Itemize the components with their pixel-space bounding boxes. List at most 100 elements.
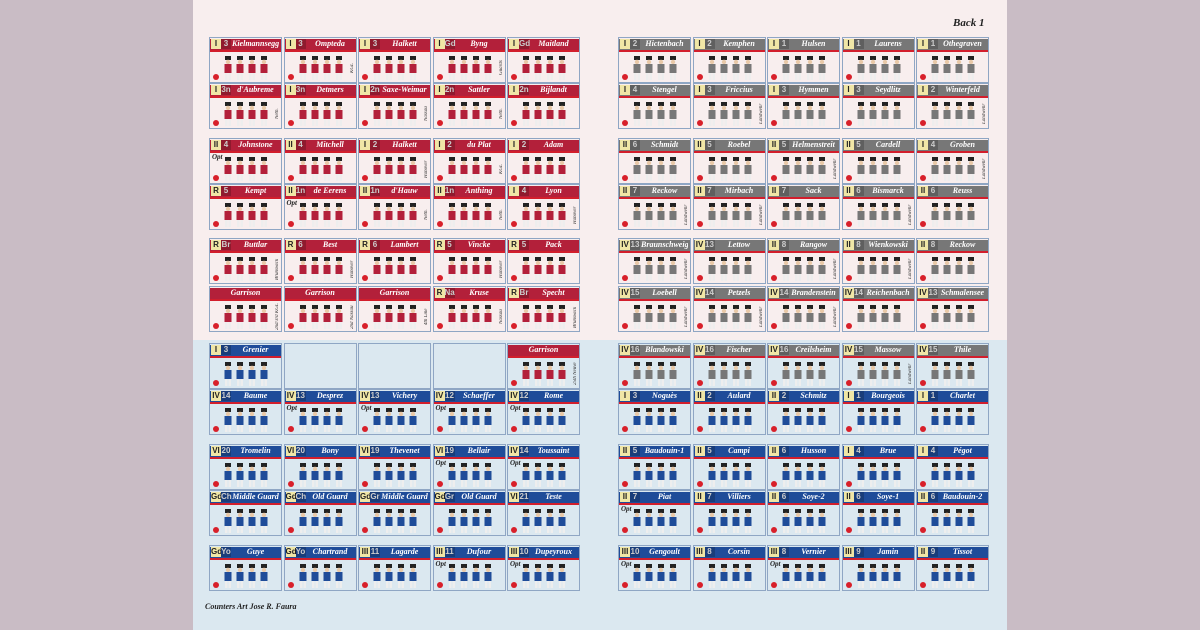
strength-dot	[213, 481, 219, 487]
strength-dot	[622, 221, 628, 227]
counter: IV 15 Thile	[916, 343, 989, 389]
unit-name: Chartrand	[312, 547, 348, 556]
corps-box: Gd	[285, 492, 297, 502]
counter: I 1 Laurens	[841, 37, 915, 83]
counter: III 8 Corsin	[692, 545, 766, 591]
strength-dot	[287, 481, 294, 487]
counter: I 3 Noguès	[618, 389, 691, 435]
counter: R 5 Kempt	[209, 184, 282, 230]
corps-box: II	[694, 140, 705, 150]
unit-name: Hymmen	[798, 85, 829, 94]
division-box: 2	[630, 39, 640, 49]
unit-name: Baume	[243, 391, 268, 400]
corps-box: I	[360, 140, 370, 150]
counter: R Br Specht Brunswick	[507, 286, 580, 332]
strength-dot	[696, 323, 703, 329]
corps-box: IV	[769, 345, 779, 355]
division-box: 8	[779, 240, 789, 250]
corps-box: R	[434, 240, 445, 250]
strength-dot	[696, 582, 703, 588]
soldier-figures	[299, 102, 342, 126]
strength-dot	[436, 481, 443, 487]
unit-name: Thevenet	[389, 446, 420, 455]
strength-dot	[511, 74, 517, 80]
corps-box: IV	[694, 288, 705, 298]
soldier-figures	[782, 257, 826, 281]
corps-box: I	[918, 85, 928, 95]
unit-name: Pack	[545, 240, 562, 249]
corps-box: IV	[843, 288, 854, 298]
strength-dot	[436, 74, 443, 80]
unit-name: Lagarde	[390, 547, 419, 556]
soldier-figures	[224, 509, 268, 533]
soldier-figures	[522, 564, 566, 588]
unit-name: Anthing	[465, 186, 493, 195]
division-box: 1	[853, 391, 864, 401]
division-box: 3	[630, 391, 640, 401]
division-box: 3n	[295, 85, 306, 95]
division-box: 13	[928, 288, 938, 298]
division-box: 1	[779, 39, 789, 49]
soldier-figures	[373, 463, 417, 487]
strength-dot	[845, 221, 852, 227]
strength-dot	[511, 120, 517, 126]
strength-dot	[362, 582, 368, 588]
strength-dot	[845, 380, 852, 386]
unit-name: Dupeyroux	[535, 547, 572, 556]
strength-dot	[696, 221, 703, 227]
strength-dot	[920, 527, 926, 533]
strength-dot	[436, 175, 443, 181]
counter: I 4 Groben Landwehr	[916, 138, 989, 184]
corps-box: II	[843, 186, 854, 196]
soldier-figures	[633, 463, 677, 487]
division-box: Ch	[221, 492, 232, 502]
soldier-figures	[448, 203, 491, 227]
counter: R 5 Pack	[507, 238, 580, 284]
division-box: 12	[444, 391, 455, 401]
unit-name: Desprez	[316, 391, 344, 400]
unit-name: Massow	[874, 345, 902, 354]
division-box: 11	[444, 547, 455, 557]
counter: I 2 du Plat KGL	[432, 138, 506, 184]
strength-dot	[845, 275, 852, 281]
soldier-figures	[448, 509, 491, 533]
counter: I Gd Byng Guards	[432, 37, 506, 83]
corps-box: IV	[360, 391, 370, 401]
soldier-figures	[448, 564, 491, 588]
counter: II 5 Campi	[692, 444, 766, 490]
soldier-figures	[633, 257, 677, 281]
counter: R Na Kruse Nassau	[432, 286, 506, 332]
unit-name: Kielmannsegge	[232, 39, 279, 48]
counter: Gd Gr Middle Guard	[358, 490, 431, 536]
unit-name: Buttlar	[243, 240, 268, 249]
strength-dot	[845, 527, 852, 533]
soldier-figures	[224, 102, 268, 126]
division-box: 12	[519, 391, 529, 401]
division-box: 6	[853, 186, 864, 196]
strength-dot	[771, 481, 777, 487]
corps-box: Gd	[285, 547, 297, 557]
soldier-figures	[931, 102, 975, 126]
strength-dot	[622, 175, 628, 181]
corps-box: VI	[360, 446, 370, 456]
soldier-figures	[931, 463, 975, 487]
division-box: 3	[295, 39, 306, 49]
strength-dot	[696, 481, 703, 487]
soldier-figures	[522, 56, 566, 80]
counter: II 6 Husson	[767, 444, 840, 490]
counter: I 3 Ompteda KGL	[283, 37, 357, 83]
division-box: Br	[519, 288, 529, 298]
strength-dot	[287, 426, 294, 432]
corps-box: IV	[843, 345, 854, 355]
counter: IV 14 Petzels Landwehr	[692, 286, 766, 332]
unit-name: de Eerens	[313, 186, 347, 195]
unit-name: Garrison	[379, 288, 410, 297]
corps-box: VI	[509, 492, 519, 502]
corps-box: I	[918, 140, 928, 150]
division-box: 3	[370, 39, 380, 49]
division-box: 8	[779, 547, 789, 557]
counter: IV 13 Braunschweig Landwehr	[618, 238, 691, 284]
soldier-figures	[224, 257, 268, 281]
unit-name: Schmitz	[800, 391, 827, 400]
soldier-figures	[448, 463, 491, 487]
